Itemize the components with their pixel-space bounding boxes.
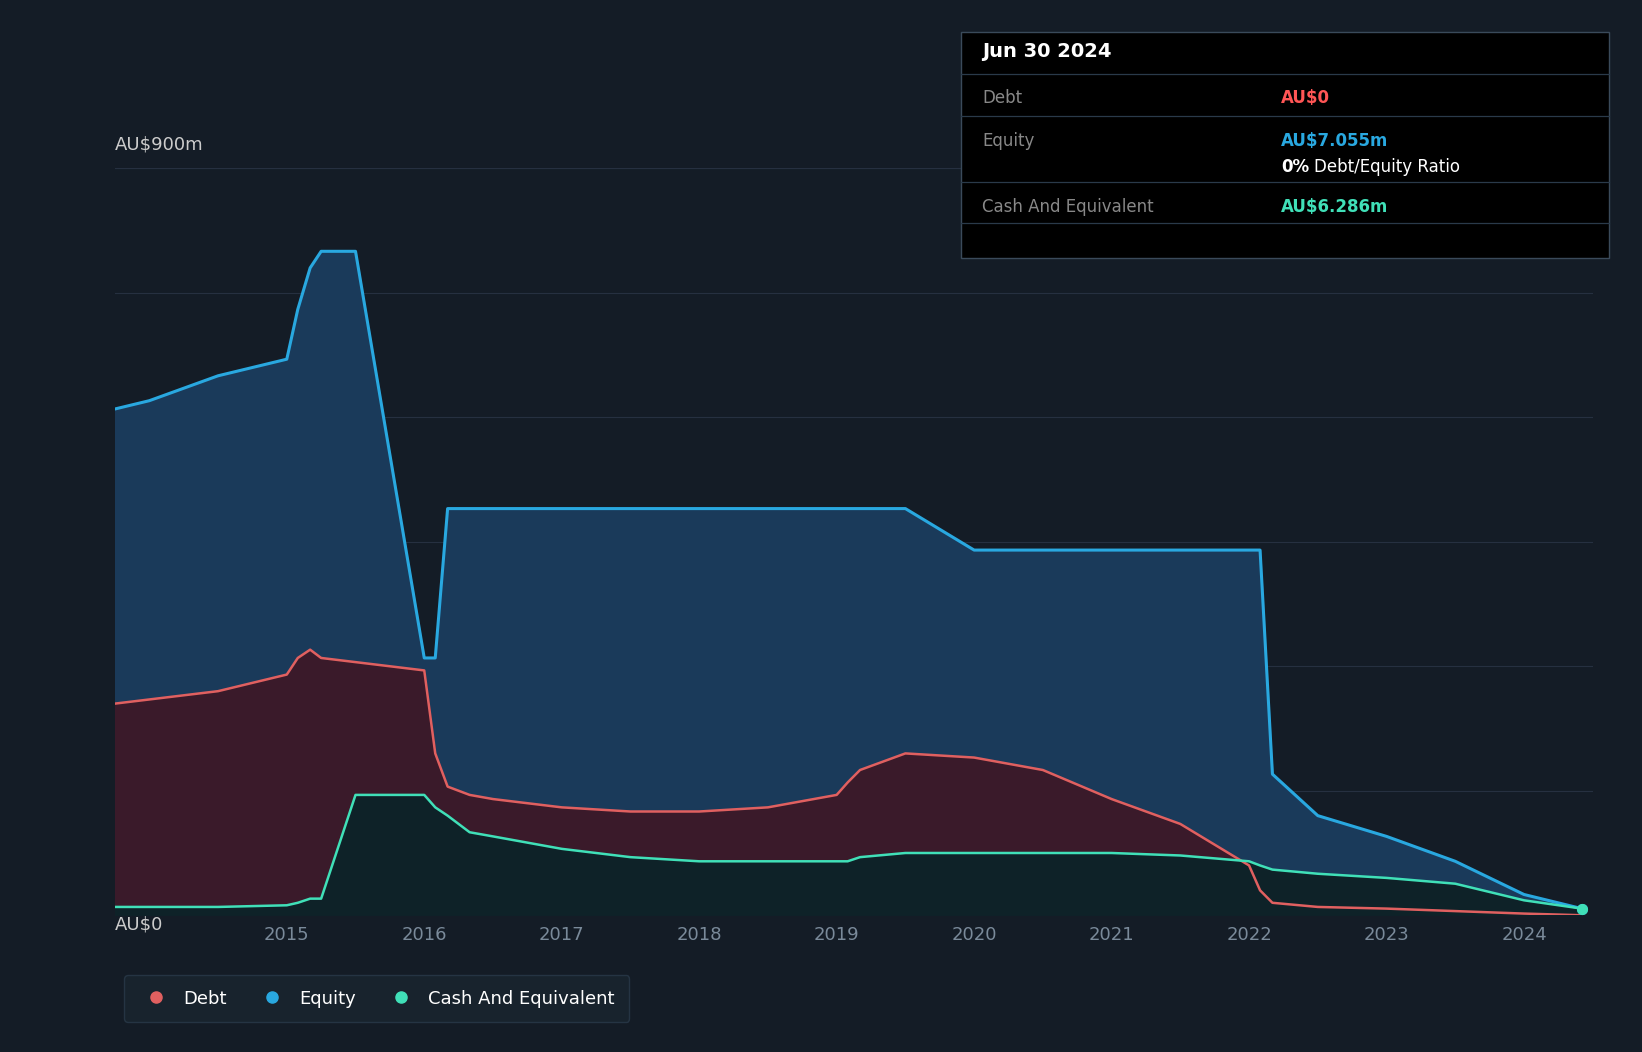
Text: Jun 30 2024: Jun 30 2024 xyxy=(982,42,1112,61)
Text: Debt: Debt xyxy=(982,89,1021,107)
Text: AU$6.286m: AU$6.286m xyxy=(1281,198,1387,216)
Text: Equity: Equity xyxy=(982,132,1034,149)
Text: Debt/Equity Ratio: Debt/Equity Ratio xyxy=(1314,158,1460,176)
Text: AU$0: AU$0 xyxy=(1281,89,1330,107)
Text: 0%: 0% xyxy=(1281,158,1309,176)
Text: AU$0: AU$0 xyxy=(115,915,163,933)
Text: Cash And Equivalent: Cash And Equivalent xyxy=(982,198,1154,216)
Text: AU$900m: AU$900m xyxy=(115,136,204,154)
Legend: Debt, Equity, Cash And Equivalent: Debt, Equity, Cash And Equivalent xyxy=(123,975,629,1021)
Text: AU$7.055m: AU$7.055m xyxy=(1281,132,1387,149)
